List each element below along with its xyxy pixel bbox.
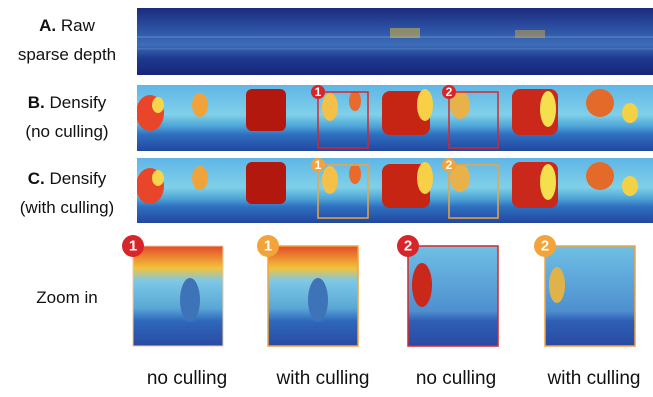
row-label: C. Densify [28, 169, 107, 188]
figure: A. Raw sparse depth B. Densify (no culli… [0, 0, 653, 397]
badge: 2 [446, 158, 453, 172]
zoom-panel: 1 with culling [257, 235, 369, 389]
densified-no-culling: 1 2 [136, 85, 653, 151]
caption: with culling [276, 368, 370, 389]
badge: 1 [264, 238, 272, 255]
badge: 2 [541, 238, 549, 255]
badge: 1 [315, 85, 322, 99]
zoom-panel: 2 no culling [397, 235, 498, 389]
badge: 1 [129, 238, 137, 255]
caption: with culling [547, 368, 641, 389]
badge: 1 [315, 158, 322, 172]
zoom-panel: 2 with culling [534, 235, 640, 389]
badge: 2 [404, 238, 412, 255]
badge: 2 [446, 85, 453, 99]
row-label: A. Raw [39, 16, 95, 35]
caption: no culling [147, 368, 227, 389]
row-label: (with culling) [20, 198, 114, 217]
raw-depth-image [137, 8, 653, 75]
caption: no culling [416, 368, 496, 389]
row-label: Zoom in [36, 288, 97, 307]
row-label: sparse depth [18, 45, 116, 64]
densified-with-culling: 1 2 [136, 158, 653, 223]
zoom-panel: 1 no culling [122, 235, 227, 389]
row-label: (no culling) [25, 122, 108, 141]
row-label: B. Densify [28, 93, 107, 112]
